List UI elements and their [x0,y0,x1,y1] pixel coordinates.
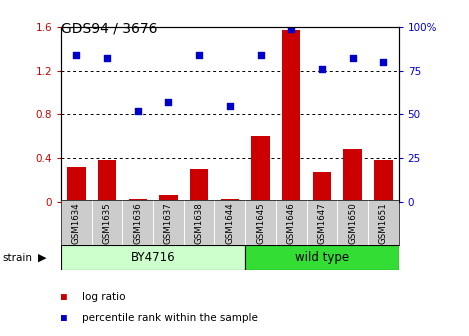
Point [226,103,234,108]
Point [103,56,111,61]
Bar [374,160,393,202]
Bar [98,160,116,202]
Text: GSM1651: GSM1651 [379,202,388,244]
Bar [61,245,245,270]
Point [165,99,172,105]
Point [73,52,80,57]
Point [134,108,142,114]
Text: GSM1646: GSM1646 [287,202,296,244]
Text: GSM1647: GSM1647 [318,202,326,244]
Text: ■: ■ [61,292,67,302]
Text: wild type: wild type [295,251,349,264]
Bar [220,200,239,202]
Text: GSM1634: GSM1634 [72,202,81,244]
Bar [282,30,301,202]
Text: GSM1637: GSM1637 [164,202,173,244]
Bar [129,200,147,202]
Point [349,56,356,61]
Point [318,66,325,72]
Text: GSM1638: GSM1638 [195,202,204,244]
Point [287,26,295,31]
Text: GSM1635: GSM1635 [103,202,112,244]
Text: GSM1650: GSM1650 [348,202,357,244]
Text: log ratio: log ratio [82,292,126,302]
Bar [251,136,270,202]
Text: BY4716: BY4716 [131,251,175,264]
Text: ■: ■ [61,312,67,323]
Text: GSM1644: GSM1644 [225,202,234,244]
Text: strain: strain [2,253,32,263]
Text: GSM1636: GSM1636 [133,202,142,244]
Point [379,59,387,65]
Point [196,52,203,57]
Bar [67,167,85,202]
Text: GDS94 / 3676: GDS94 / 3676 [61,22,158,36]
Text: ▶: ▶ [38,253,47,263]
Point [257,52,264,57]
Text: GSM1645: GSM1645 [256,202,265,244]
Bar [245,245,399,270]
Bar [313,172,331,202]
Bar [159,195,178,202]
Bar [190,169,208,202]
Text: percentile rank within the sample: percentile rank within the sample [82,312,258,323]
Bar [343,149,362,202]
